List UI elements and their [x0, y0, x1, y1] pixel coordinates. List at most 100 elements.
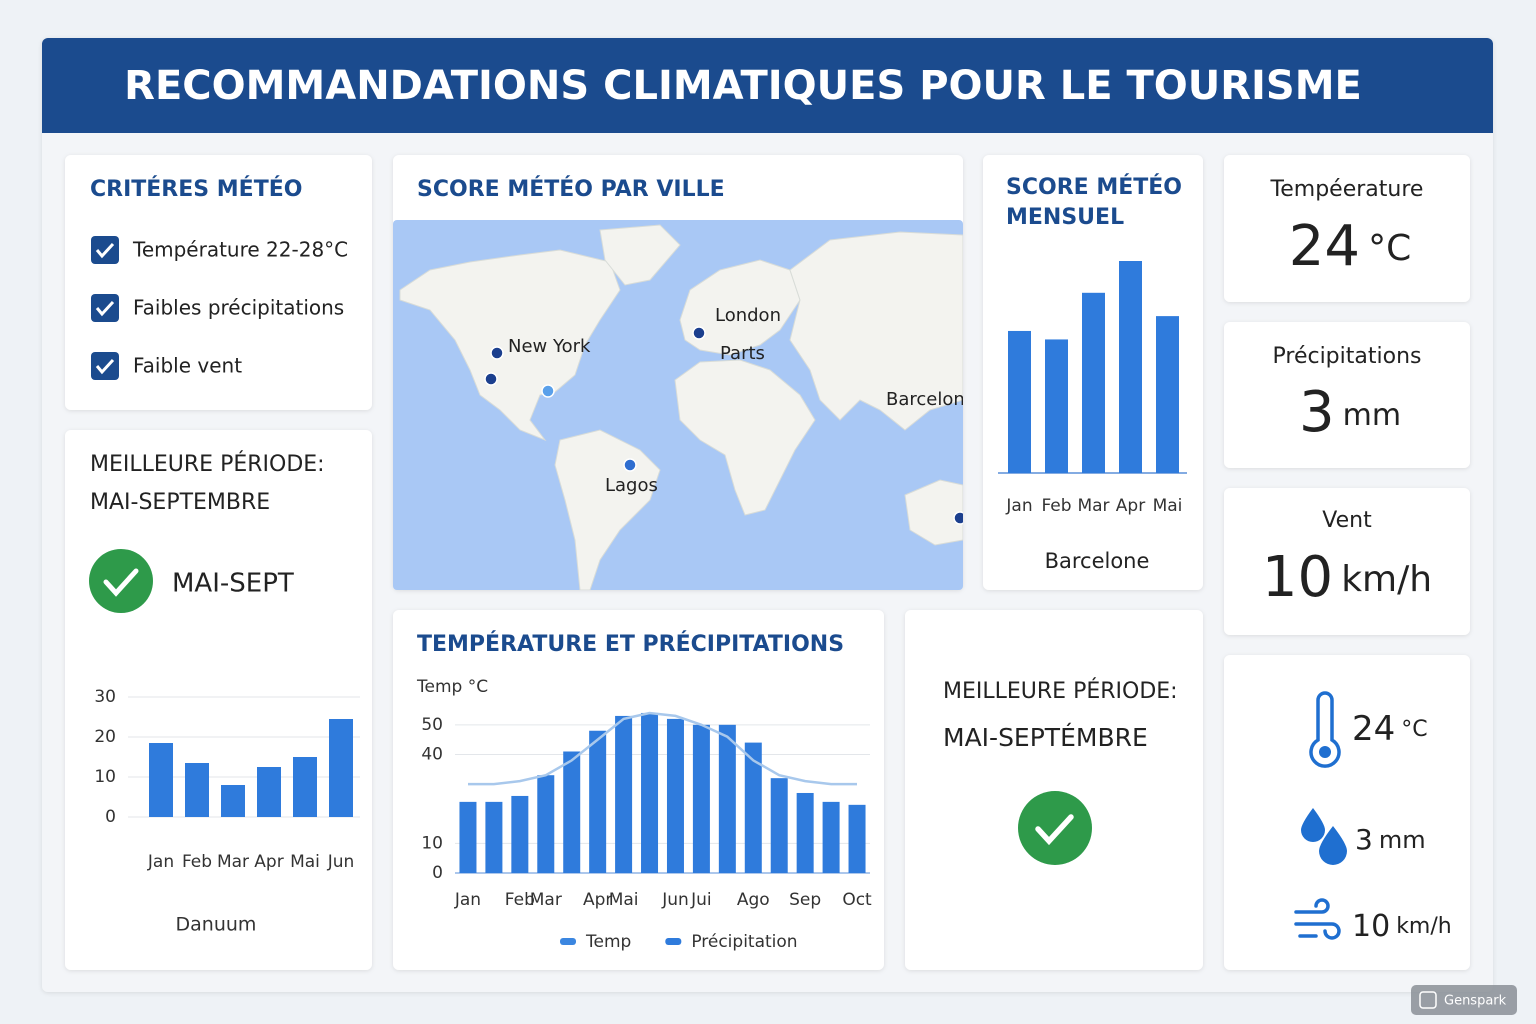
- bar: [770, 778, 788, 873]
- legend-swatch: [665, 938, 682, 945]
- x-tick-label: Sep: [789, 890, 821, 910]
- x-tick-label: Jun: [661, 890, 689, 910]
- city-dot[interactable]: [484, 372, 498, 386]
- bar: [718, 724, 736, 873]
- kpi-value: 24 °C: [1289, 214, 1411, 279]
- city-dot[interactable]: [692, 326, 706, 340]
- card-title: SCORE MÉTÉO MENSUEL: [1006, 175, 1182, 230]
- x-tick-label: Mai: [609, 890, 639, 910]
- card-title: CRITÉRES MÉTÉO: [90, 176, 302, 202]
- city-dot[interactable]: [541, 384, 555, 398]
- kpi-value: 10 km/h: [1262, 545, 1432, 610]
- y-axis-label: Temp °C: [416, 677, 488, 697]
- drop-icon: [1301, 808, 1325, 842]
- legend-label: Temp: [585, 932, 631, 952]
- drop-icon: [1319, 826, 1347, 865]
- header-bar: [42, 38, 1493, 133]
- kpi-value: 3 mm: [1299, 380, 1401, 445]
- y-tick-label: 30: [94, 687, 116, 707]
- bar: [796, 792, 814, 873]
- bar: [563, 751, 581, 873]
- bar: [692, 724, 710, 873]
- bar: [666, 718, 684, 873]
- legend-label: Précipitation: [691, 932, 797, 952]
- legend-swatch: [560, 938, 576, 945]
- x-tick-label: Jan: [1005, 496, 1032, 516]
- checkbox[interactable]: [91, 352, 119, 380]
- bar: [1156, 316, 1179, 473]
- check: [95, 358, 115, 375]
- city-dot[interactable]: [490, 346, 504, 360]
- summary-value: 3 mm: [1355, 823, 1426, 856]
- x-tick-label: Feb: [182, 852, 212, 872]
- card-kpi: [1224, 322, 1470, 468]
- icons: [1294, 691, 1347, 940]
- map: London New York Parts Barcelone Lagos: [393, 220, 976, 590]
- checkboxes: [91, 236, 119, 380]
- kpi-unit: km/h: [1341, 559, 1432, 600]
- y-tick-label: 0: [432, 863, 443, 883]
- x-tick-label: Oct: [842, 890, 872, 910]
- card-summary: [1224, 655, 1470, 970]
- city-dot[interactable]: [623, 458, 637, 472]
- x-tick-label: Mar: [1077, 496, 1109, 516]
- x-tick-label: Feb: [505, 890, 535, 910]
- summary-value: 10 km/h: [1352, 909, 1452, 944]
- watermark-bg: [1411, 985, 1517, 1015]
- summary-unit: km/h: [1396, 914, 1452, 939]
- x-tick-label: Jan: [147, 852, 174, 872]
- x-tick-label: Mai: [1153, 496, 1183, 516]
- x-tick-label: Apr: [1116, 496, 1145, 516]
- bar: [1008, 330, 1031, 473]
- bar: [589, 730, 607, 873]
- bar: [1045, 339, 1068, 473]
- card-criteria: [65, 155, 372, 410]
- kpi-label: Tempéerature: [1270, 177, 1424, 202]
- x-tick-label: Jui: [690, 890, 712, 910]
- bar: [257, 767, 281, 817]
- city-dot[interactable]: [953, 511, 966, 525]
- x-tick-label: Mar: [530, 890, 562, 910]
- bar: [293, 757, 317, 817]
- continent: [904, 479, 963, 546]
- city-label: New York: [508, 336, 591, 357]
- y-tick-label: 50: [421, 715, 443, 735]
- continent: [599, 224, 681, 286]
- check: [95, 242, 115, 259]
- card-temp: [393, 610, 884, 970]
- thermometer-bulb: [1319, 746, 1331, 758]
- y-tick-label: 0: [105, 807, 116, 827]
- wind-icon: [1294, 898, 1341, 940]
- bar: [511, 795, 529, 873]
- chart-small: 0 10 20 30 Jan Feb Mar Apr Mai Jun Danuum: [94, 687, 360, 936]
- chart-caption: Danuum: [176, 914, 257, 936]
- bar: [822, 801, 840, 873]
- ok-icon: [1018, 791, 1092, 865]
- card-kpi: [1224, 488, 1470, 635]
- checkbox[interactable]: [91, 236, 119, 264]
- line: [468, 711, 857, 786]
- bar: [485, 801, 503, 873]
- card-kpi: [1224, 155, 1470, 302]
- ok-icon: [89, 549, 153, 613]
- header-bar-base: [42, 110, 1493, 133]
- city-label: Barcelone: [886, 389, 976, 410]
- bar: [615, 715, 633, 873]
- city-label: Lagos: [605, 475, 658, 496]
- x-tick-label: Mar: [217, 852, 249, 872]
- criterion: Faible vent: [133, 354, 242, 378]
- check: [95, 300, 115, 317]
- continent: [789, 231, 963, 431]
- bar: [459, 801, 477, 873]
- best-period: MAI-SEPTÉMBRE: [943, 723, 1148, 752]
- x-tick-label: Jan: [454, 890, 481, 910]
- checkbox[interactable]: [91, 294, 119, 322]
- bar: [744, 742, 762, 873]
- y-tick-label: 20: [94, 727, 116, 747]
- best-title: MEILLEURE PÉRIODE:: [943, 678, 1178, 704]
- kpi-number: 3: [1299, 380, 1335, 445]
- bar: [221, 785, 245, 817]
